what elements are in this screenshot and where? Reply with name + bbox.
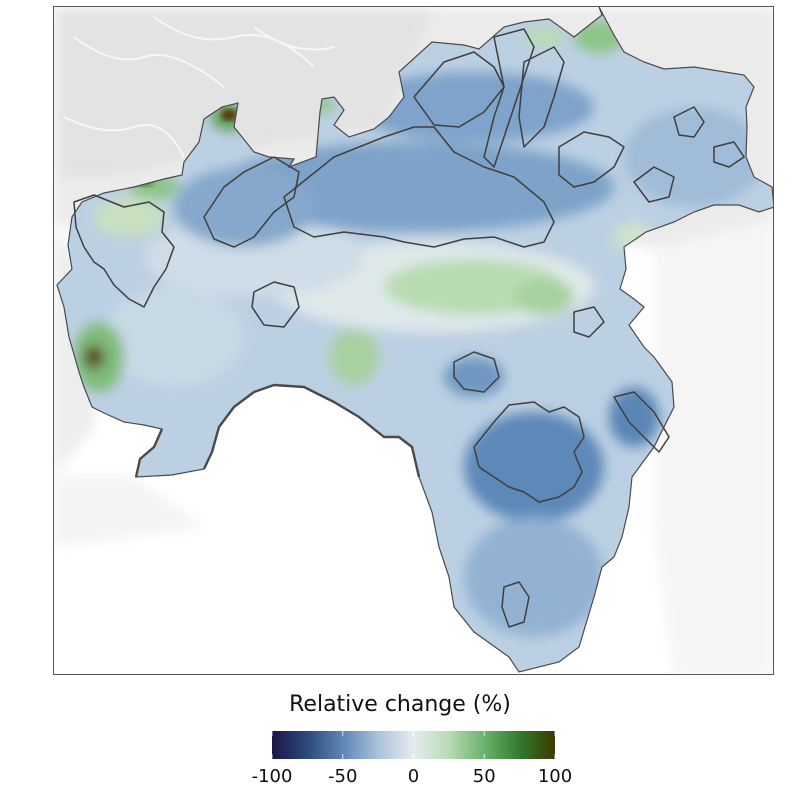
colorbar (272, 731, 555, 759)
colorbar-tick-label: 0 (407, 766, 420, 787)
coastline (202, 383, 421, 478)
colorbar-tick-label: 50 (472, 766, 496, 787)
significance-contours (73, 28, 745, 628)
legend-title: Relative change (%) (289, 692, 511, 717)
colorbar-tick-label: -50 (328, 766, 358, 787)
map-panel (53, 6, 774, 675)
coastline-west (134, 428, 164, 478)
colorbar-ticks: -100 -50 0 50 100 (252, 766, 573, 790)
colorbar-tick-label: 100 (537, 766, 573, 787)
map-canvas (54, 7, 773, 674)
colorbar-tick-label: -100 (251, 766, 293, 787)
